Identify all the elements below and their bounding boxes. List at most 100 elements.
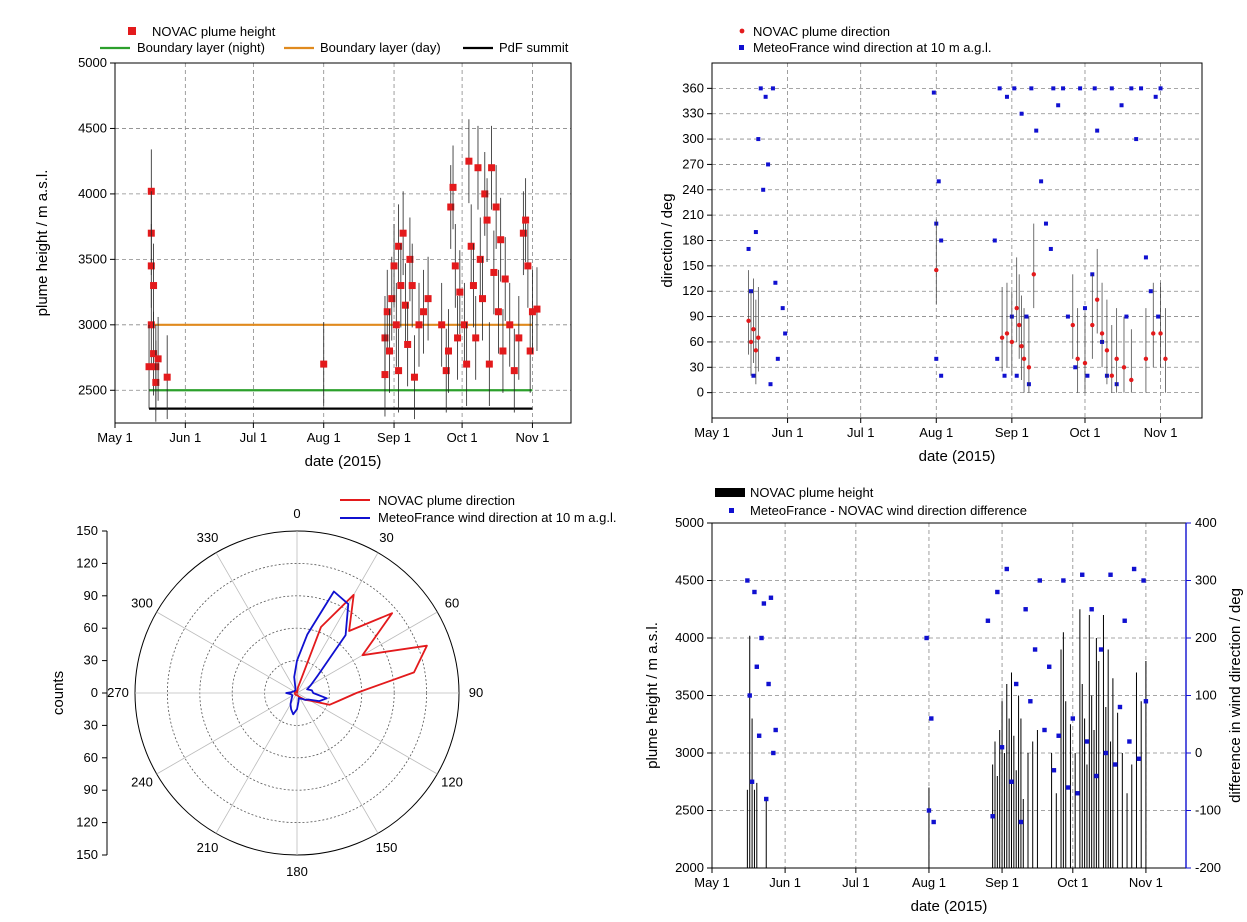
y-axis-label: counts	[50, 671, 67, 715]
legend-label: NOVAC plume direction	[753, 24, 890, 39]
y-tick-label: 4000	[78, 186, 107, 201]
radial-tick-label: 90	[84, 782, 98, 797]
data-point	[506, 321, 514, 329]
angle-tick-label: 0	[293, 506, 300, 521]
radial-tick-label: 60	[84, 620, 98, 635]
y-tick-label: 0	[697, 385, 704, 400]
data-point	[1012, 86, 1017, 91]
data-point	[1004, 331, 1010, 336]
data-point	[1108, 572, 1113, 577]
data-point	[1141, 578, 1146, 583]
data-point	[1084, 739, 1090, 744]
x-tick-label: May 1	[694, 425, 729, 440]
data-point	[1070, 322, 1075, 328]
data-point	[390, 262, 398, 270]
data-point	[147, 321, 155, 329]
data-point	[1021, 356, 1027, 362]
data-point	[1139, 86, 1144, 91]
radial-tick-label: 30	[84, 653, 98, 668]
data-point	[145, 363, 153, 371]
y-tick-label: 4500	[675, 573, 704, 588]
data-point	[454, 334, 462, 342]
data-point	[751, 373, 756, 378]
data-point	[1024, 314, 1029, 319]
panel-difference: May 1 Jun 1 Jul 1 Aug 1 Sep 1 Oct 1 Nov 120002…	[644, 485, 1244, 915]
data-point	[926, 808, 932, 813]
data-point	[404, 340, 412, 348]
y2-tick-label: -100	[1195, 803, 1221, 818]
x-tick-label: Jun 1	[769, 875, 801, 890]
data-point	[526, 347, 534, 355]
data-point	[1039, 179, 1044, 184]
data-point	[746, 246, 751, 251]
angular-gridline	[156, 692, 298, 775]
data-point	[1019, 111, 1024, 116]
y-tick-label: 60	[690, 334, 704, 349]
data-point	[438, 321, 446, 329]
data-point	[759, 635, 764, 641]
data-point	[936, 179, 941, 184]
data-point	[150, 282, 158, 290]
data-point	[492, 203, 500, 211]
x-tick-label: Oct 1	[447, 430, 478, 445]
data-point	[752, 589, 757, 595]
data-point	[775, 356, 780, 361]
data-point	[992, 238, 997, 243]
data-point	[444, 347, 452, 355]
data-point	[756, 335, 761, 340]
legend-label: MeteoFrance wind direction at 10 m a.g.l…	[753, 40, 991, 55]
legend-marker	[715, 488, 745, 497]
radial-tick-label: 150	[76, 847, 98, 862]
data-point	[474, 164, 482, 172]
data-point	[415, 321, 423, 329]
data-point	[773, 280, 778, 285]
panel-plume-height: May 1 Jun 1 Jul 1 Aug 1 Sep 1 Oct 1 Nov 1 2500 3…	[34, 24, 572, 470]
y-tick-label: 4500	[78, 120, 107, 135]
legend: NOVAC plume direction MeteoFrance wind di…	[340, 493, 616, 525]
data-point	[999, 335, 1005, 340]
data-point	[746, 318, 751, 323]
angle-tick-label: 270	[107, 685, 129, 700]
y-tick-label: 240	[682, 182, 704, 197]
y-tick-label: 360	[682, 80, 704, 95]
data-point	[1113, 762, 1118, 767]
data-point	[1042, 727, 1047, 733]
data-point	[490, 268, 498, 276]
x-tick-label: Jun 1	[772, 425, 804, 440]
data-point	[383, 308, 391, 316]
data-point	[1065, 785, 1071, 790]
data-point	[320, 360, 328, 368]
y-axis-label: plume height / m a.s.l.	[644, 622, 661, 769]
data-point	[1095, 128, 1100, 133]
y2-tick-label: 200	[1195, 630, 1217, 645]
data-point	[768, 595, 774, 600]
data-point	[999, 745, 1005, 750]
x-tick-label: Oct 1	[1069, 425, 1100, 440]
y-tick-label: 2500	[78, 382, 107, 397]
y-tick-label: 30	[690, 359, 704, 374]
data-point	[154, 355, 162, 363]
x-tick-label: Aug 1	[912, 875, 946, 890]
data-point	[1026, 365, 1032, 370]
data-point	[770, 86, 775, 91]
data-point	[1080, 572, 1085, 577]
data-point	[147, 262, 155, 270]
polar-series	[293, 593, 428, 706]
data-point	[771, 750, 776, 756]
data-point	[995, 356, 1000, 361]
data-point	[1078, 86, 1083, 91]
data-point	[460, 321, 468, 329]
data-point	[1148, 289, 1153, 294]
data-point	[939, 373, 944, 378]
y-tick-label: 5000	[78, 55, 107, 70]
data-point	[783, 331, 788, 336]
data-point	[1016, 322, 1022, 328]
data-point	[1158, 331, 1163, 336]
data-point	[397, 282, 405, 290]
data-point	[381, 371, 389, 379]
data-point	[1092, 86, 1097, 91]
data-point	[1051, 86, 1056, 91]
data-point	[1090, 322, 1095, 328]
